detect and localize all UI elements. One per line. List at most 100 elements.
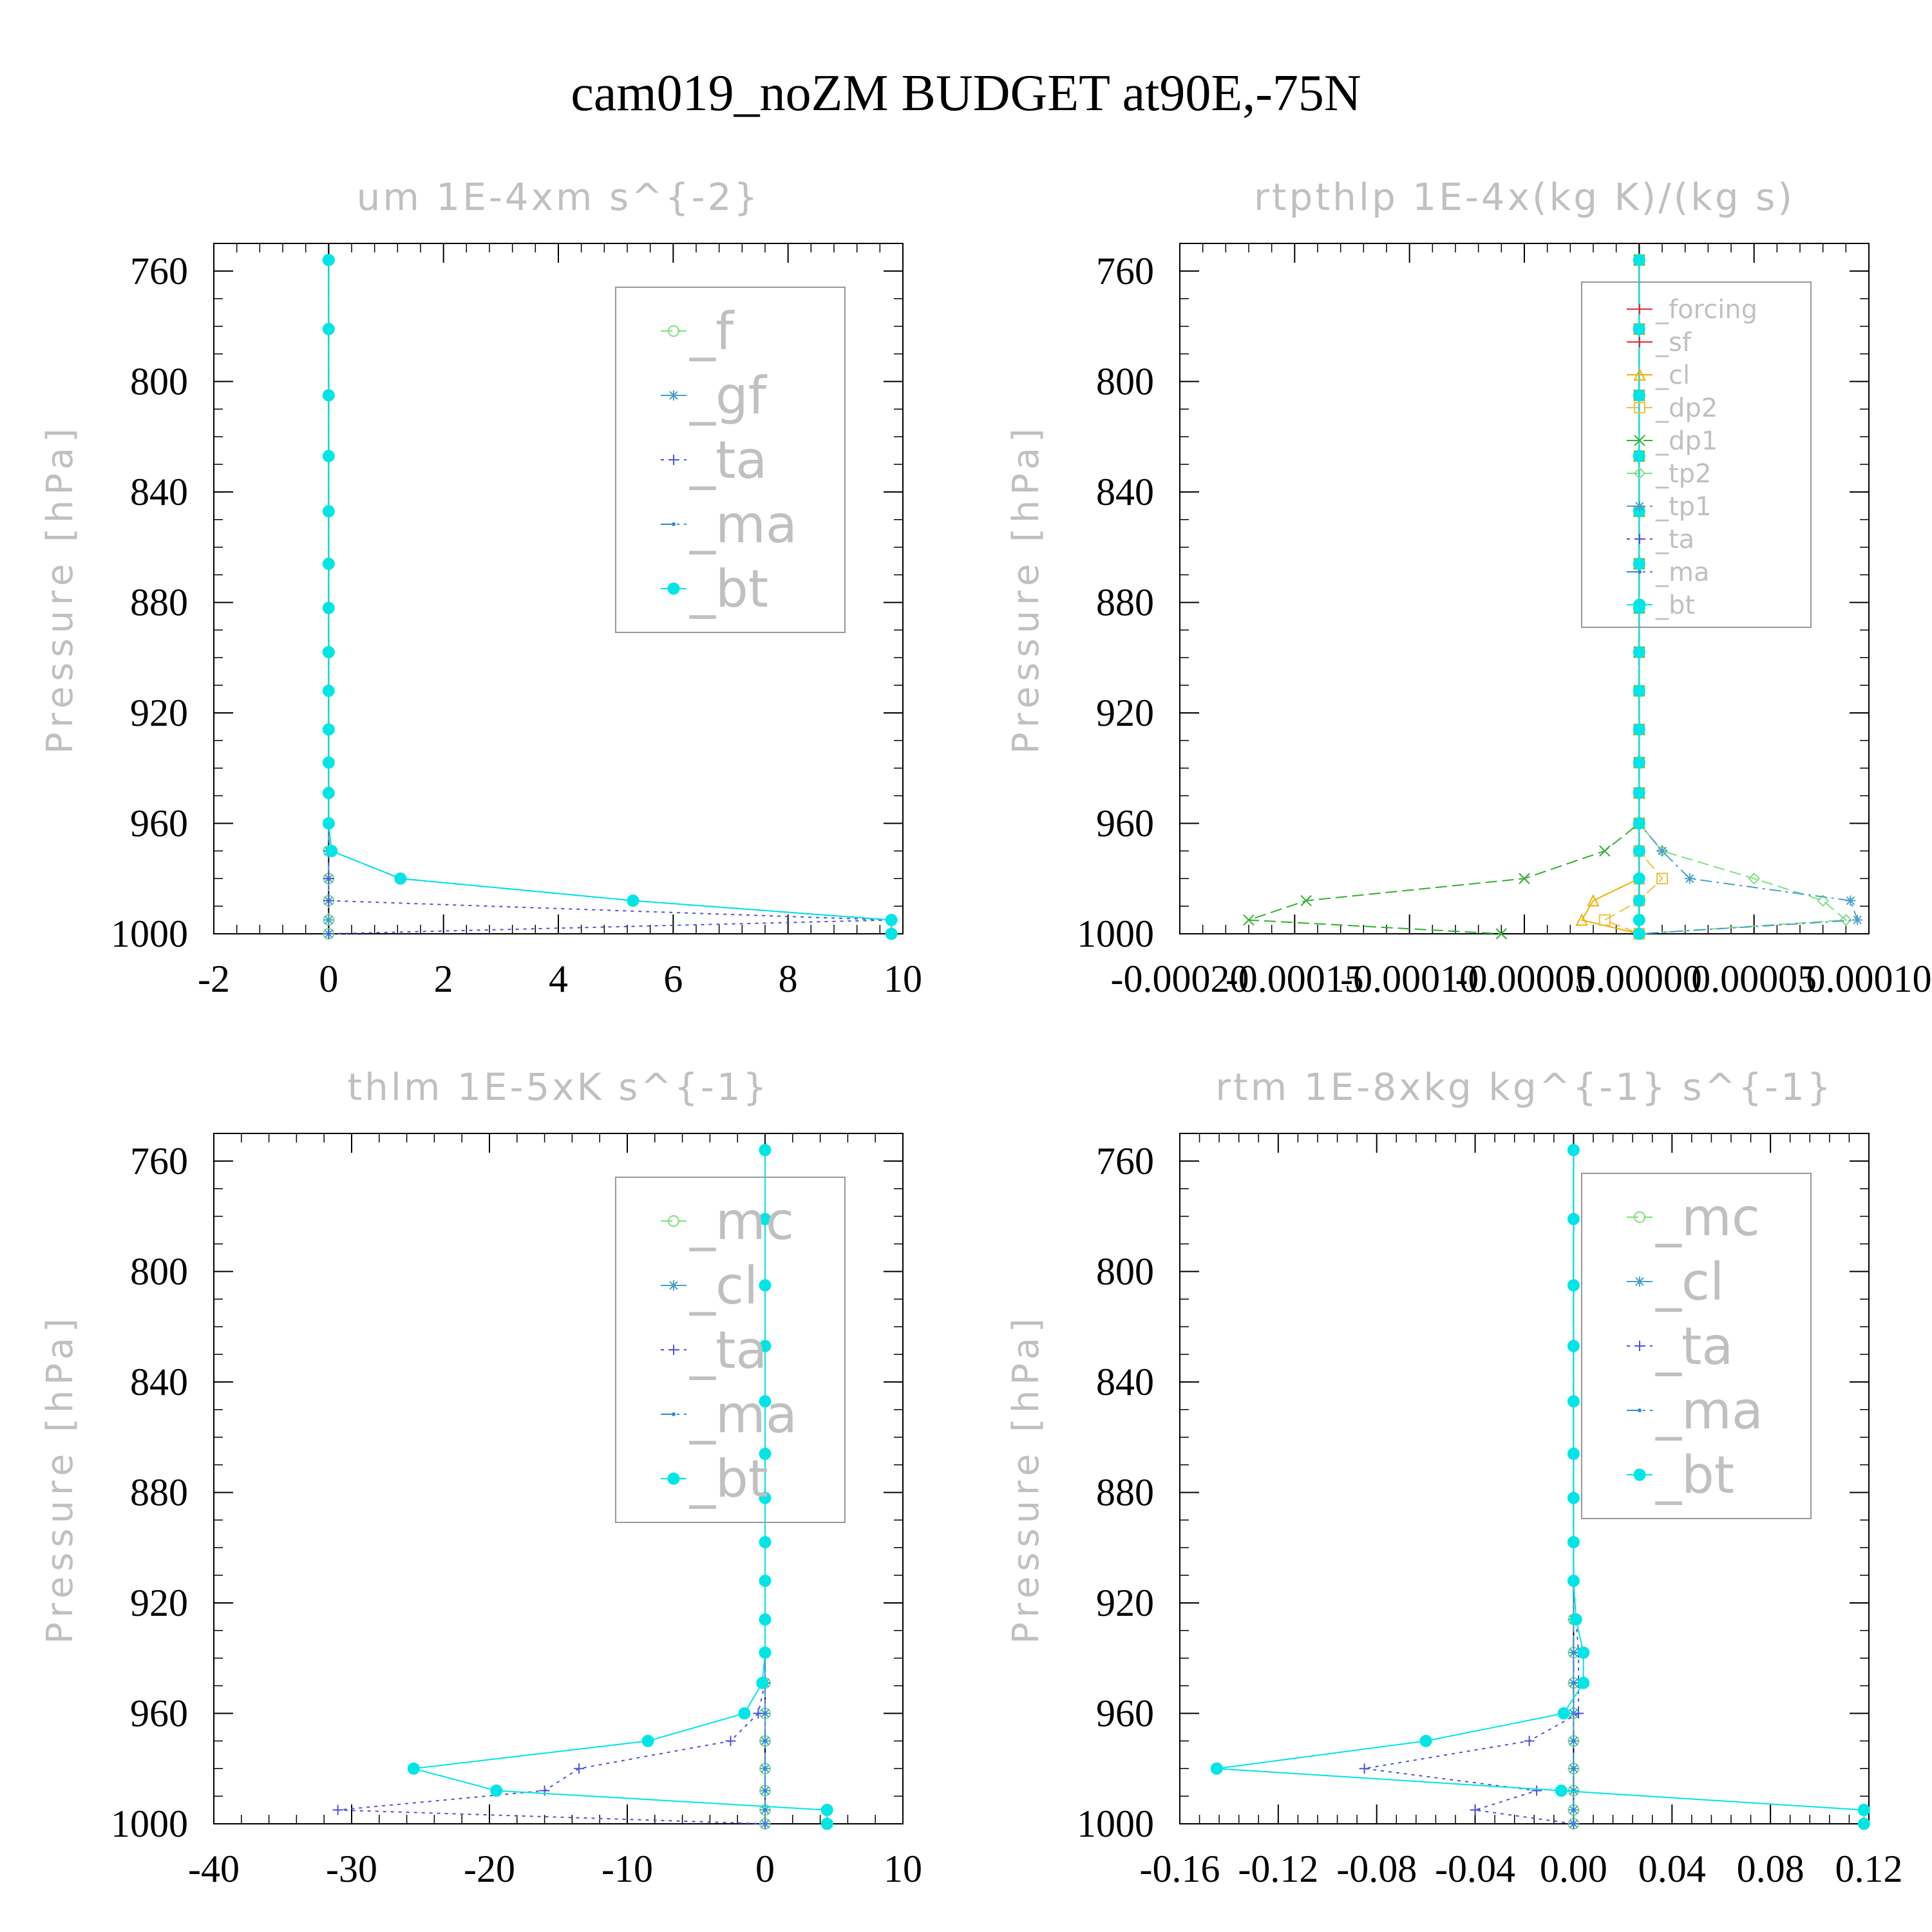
x-tick-label: 8 [779, 958, 798, 1000]
data-point [1519, 873, 1530, 884]
data-point [627, 895, 639, 907]
data-point [322, 817, 335, 829]
data-point [1684, 873, 1695, 884]
legend: _f_gf_ta_ma_bt [615, 287, 846, 633]
data-point [1857, 1804, 1870, 1817]
legend-label: _ma [689, 1385, 797, 1444]
legend-label: _mc [1655, 1188, 1760, 1247]
data-point [759, 1213, 772, 1226]
legend-marker [668, 1215, 679, 1227]
y-tick-label: 1000 [1077, 913, 1154, 955]
legend-marker [1634, 304, 1645, 314]
data-point [1845, 895, 1856, 906]
data-point [1571, 1711, 1576, 1716]
data-point [1656, 873, 1668, 885]
panel-title: rtm 1E-8xkg kg^{-1} s^{-1} [1215, 1065, 1833, 1109]
data-point [1633, 323, 1645, 336]
x-tick-label: -0.00015 [1226, 958, 1364, 1000]
plot-frame [213, 1133, 904, 1824]
legend-marker [1634, 534, 1645, 544]
y-tick-label: 840 [130, 471, 188, 513]
data-point [1557, 1707, 1570, 1719]
data-point [1839, 914, 1852, 926]
x-tick-label: 6 [663, 958, 683, 1000]
data-point [1633, 557, 1645, 570]
data-point [322, 685, 335, 697]
y-axis-label: Pressure [hPa] [1005, 423, 1047, 754]
data-point [323, 914, 334, 925]
data-point [1748, 872, 1761, 885]
data-point [759, 1492, 772, 1504]
x-tick-label: 0 [319, 958, 338, 1000]
data-point [1598, 914, 1611, 926]
data-point [574, 1763, 585, 1774]
data-point [322, 601, 335, 614]
legend-marker [668, 1345, 679, 1355]
data-point [1817, 895, 1830, 907]
data-point [763, 1808, 767, 1812]
x-tick-label: 0.00 [1540, 1848, 1607, 1890]
x-tick-label: -40 [188, 1848, 240, 1890]
data-point [1633, 756, 1645, 769]
y-tick-label: 800 [130, 1250, 188, 1293]
y-tick-label: 760 [1096, 250, 1154, 292]
panel-title: rtpthlp 1E-4x(kg K)/(kg s) [1254, 175, 1795, 219]
data-point [1657, 846, 1667, 857]
data-point [759, 1279, 772, 1292]
series-group [322, 254, 898, 940]
plot-frame [213, 243, 904, 934]
x-tick-label: -0.12 [1238, 1848, 1318, 1890]
data-point [1587, 894, 1600, 907]
legend-marker [1634, 402, 1645, 413]
data-point [763, 1711, 767, 1716]
legend-label: _ta [689, 1320, 767, 1380]
legend-marker [668, 390, 679, 401]
y-axis-label: Pressure [hPa] [39, 423, 81, 754]
data-point [1633, 723, 1645, 736]
data-point [1633, 895, 1645, 907]
legend-marker [668, 1280, 679, 1291]
data-point [1575, 913, 1588, 926]
data-point [332, 1804, 343, 1815]
series-line [328, 260, 892, 934]
x-tick-label: 0.00005 [1691, 958, 1817, 1000]
y-tick-label: 800 [1096, 360, 1154, 402]
data-point [759, 1536, 772, 1549]
x-tick-label: 0.12 [1835, 1848, 1903, 1890]
y-tick-label: 840 [1096, 1361, 1154, 1403]
data-point [759, 1447, 772, 1460]
legend-label: _forcing [1655, 295, 1757, 325]
data-point [1577, 1646, 1590, 1659]
panel-title: thlm 1E-5xK s^{-1} [347, 1065, 769, 1109]
y-tick-label: 760 [130, 250, 188, 292]
data-point [1571, 1739, 1576, 1743]
legend-label: _cl [689, 1256, 758, 1316]
legend-marker [1633, 368, 1646, 381]
data-point [322, 389, 335, 402]
data-point [1210, 1762, 1223, 1775]
chart-panel-1: um 1E-4xm s^{-2}Pressure [hPa]7608008408… [39, 175, 922, 1000]
legend-box [615, 287, 846, 633]
panel-title: um 1E-4xm s^{-2} [357, 175, 761, 219]
legend-marker [1634, 1211, 1645, 1223]
legend-label: _bt [1655, 1445, 1734, 1505]
legend-marker [1638, 570, 1642, 574]
data-point [763, 1788, 767, 1793]
data-point [325, 844, 338, 857]
series-line [1217, 1150, 1865, 1824]
x-tick-label: -0.00020 [1111, 958, 1249, 1000]
legend-label: _tp1 [1655, 492, 1712, 522]
series-line [413, 1150, 828, 1824]
data-point [322, 646, 335, 659]
data-point [1633, 389, 1645, 402]
legend-label: _bt [689, 559, 768, 619]
x-tick-label: -0.08 [1336, 1848, 1417, 1890]
y-tick-label: 960 [1096, 802, 1154, 844]
data-point [763, 1822, 767, 1826]
data-point [322, 723, 335, 736]
data-point [322, 756, 335, 769]
x-tick-label: -30 [326, 1848, 377, 1890]
data-point [1633, 685, 1645, 697]
y-tick-label: 880 [1096, 581, 1154, 623]
